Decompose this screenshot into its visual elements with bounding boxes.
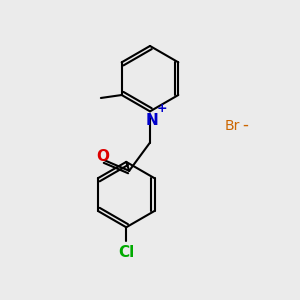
Text: -: - — [242, 116, 248, 134]
Text: +: + — [157, 102, 167, 115]
Text: Cl: Cl — [118, 244, 134, 260]
Text: N: N — [146, 113, 159, 128]
Text: Br: Br — [224, 119, 240, 133]
Text: O: O — [96, 149, 109, 164]
